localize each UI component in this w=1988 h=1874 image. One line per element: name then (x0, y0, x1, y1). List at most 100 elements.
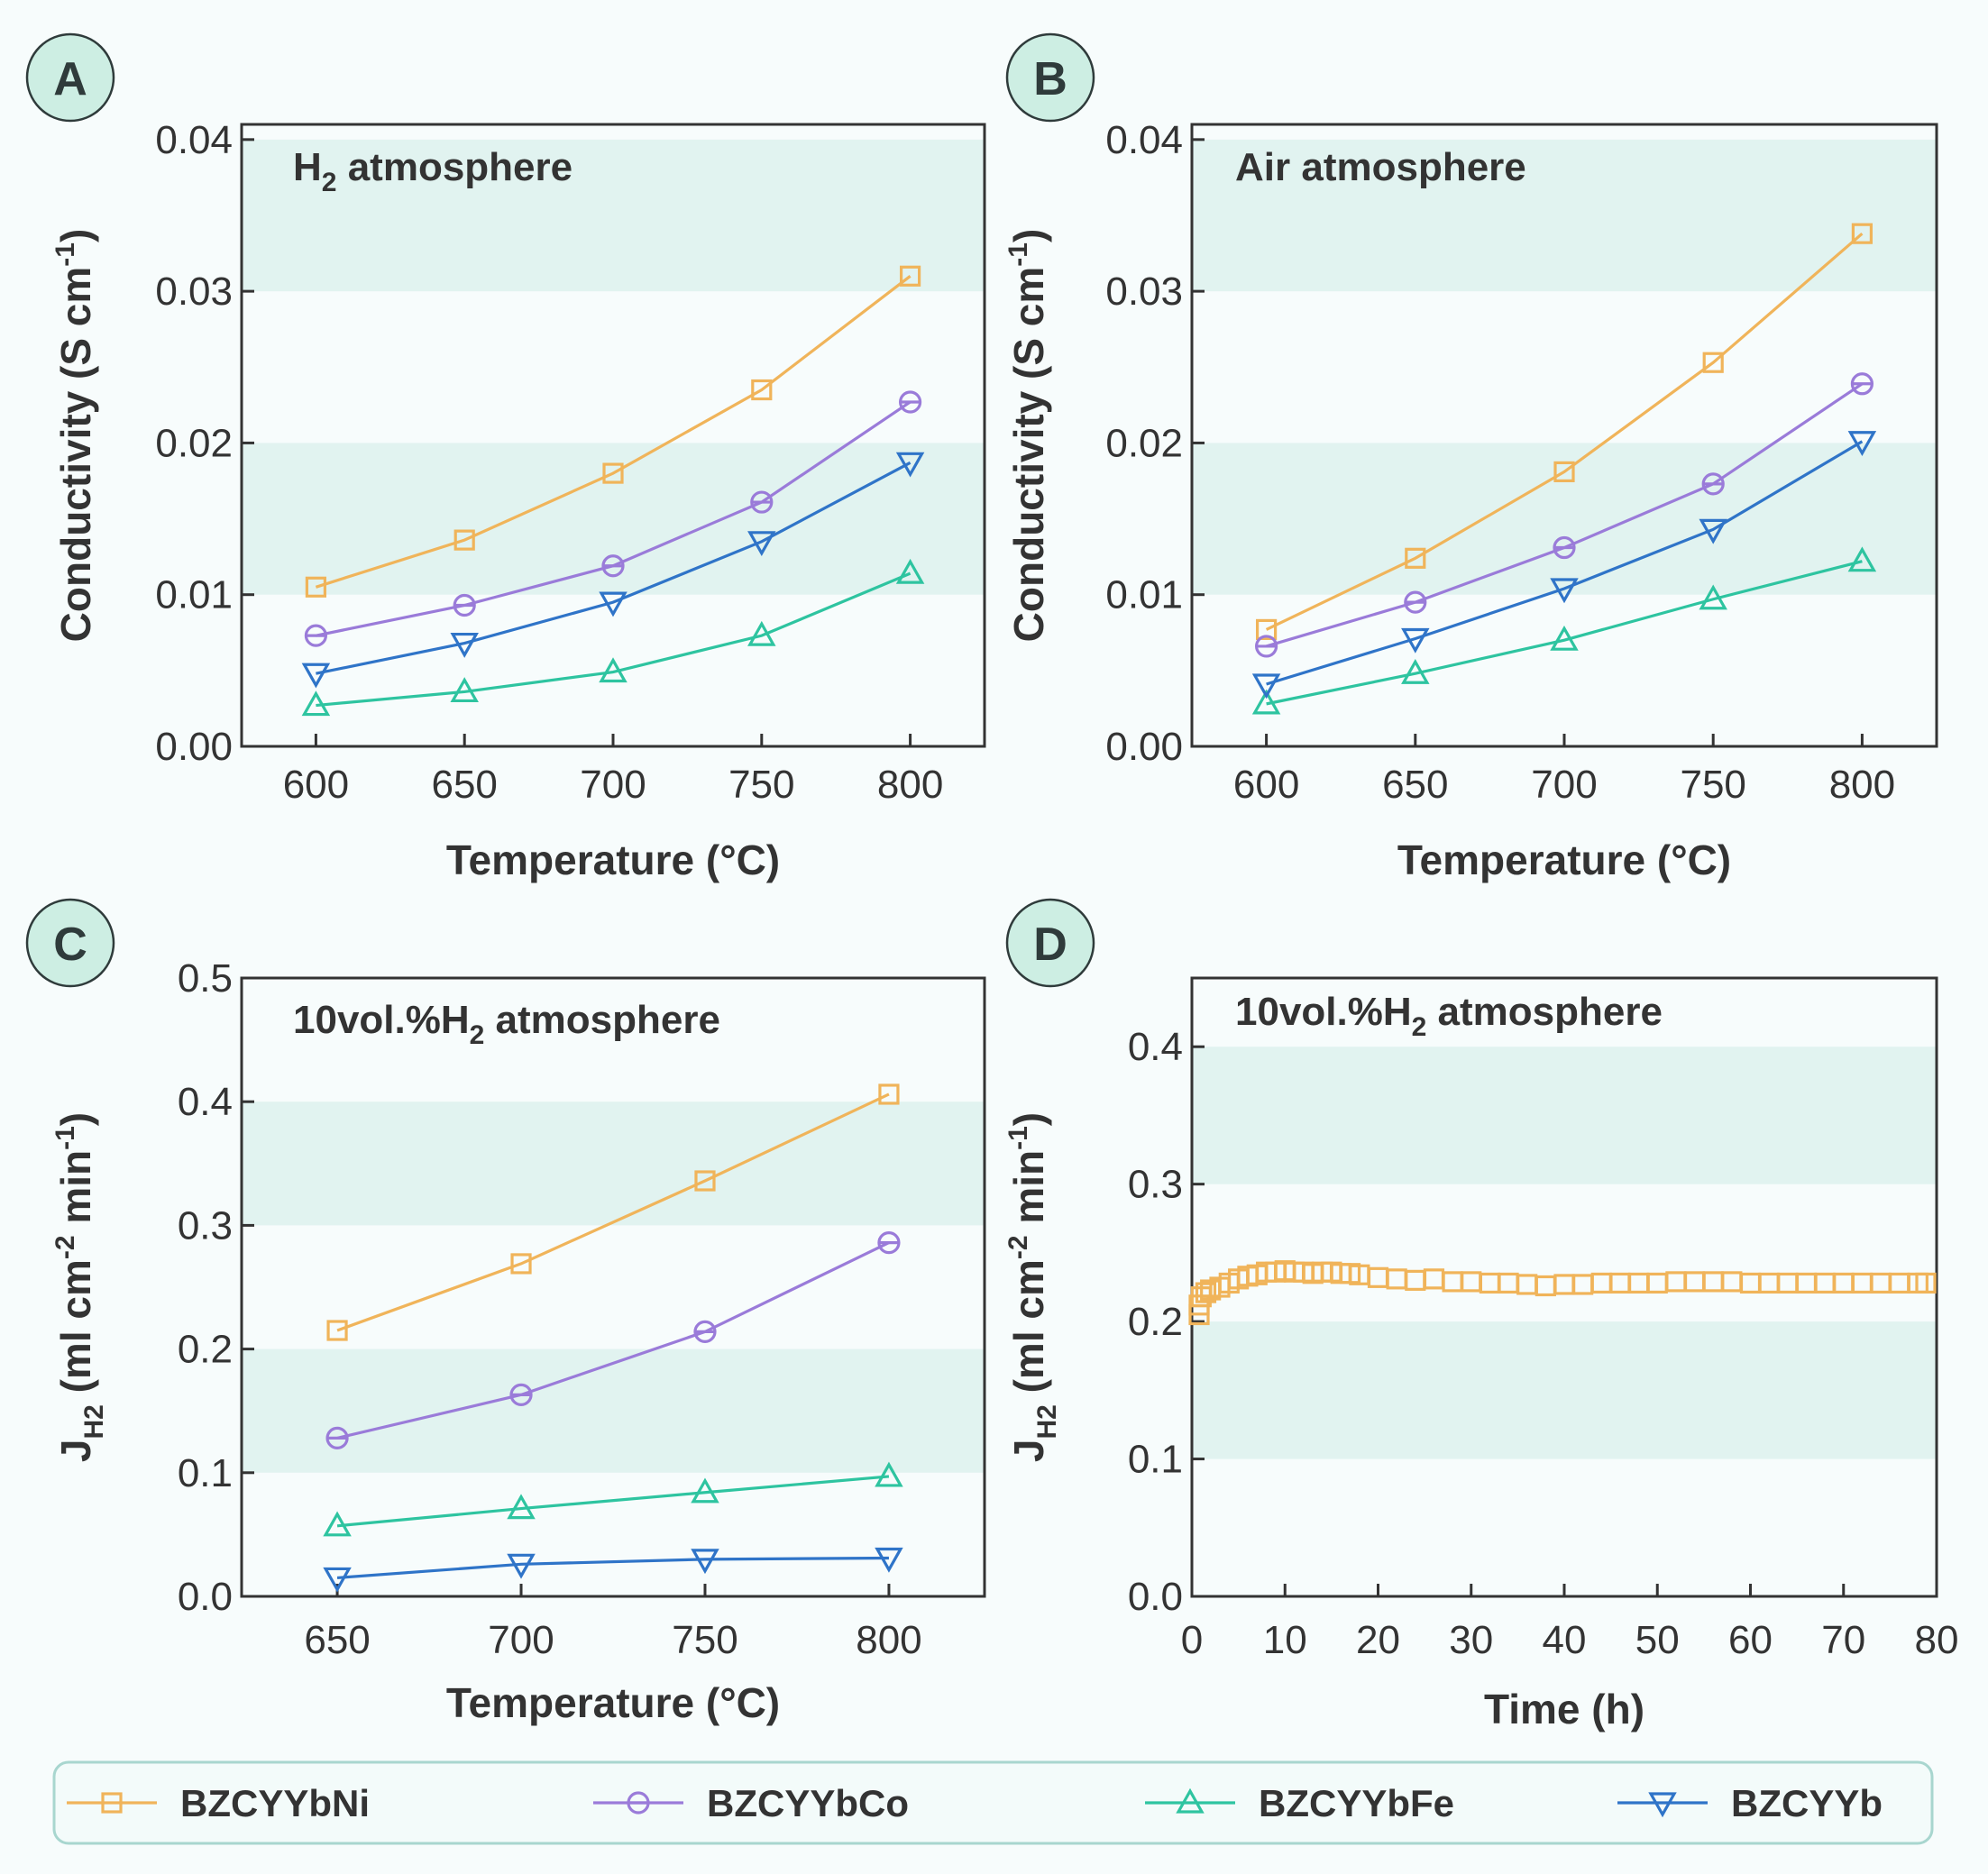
y-tick-label: 0.04 (1105, 118, 1183, 162)
y-axis-label: JH2 (ml cm-2 min-1) (1003, 1112, 1062, 1462)
series-BZCYYb (1251, 431, 1877, 699)
data-point (1851, 1272, 1873, 1294)
data-point (750, 490, 774, 514)
x-tick-label: 700 (580, 763, 646, 807)
x-tick-label: 80 (1915, 1618, 1959, 1662)
panel-label-badge (1005, 32, 1095, 123)
data-point (694, 1170, 716, 1192)
legend-marker (101, 1792, 123, 1814)
x-tick-label: 60 (1728, 1618, 1773, 1662)
annotation-sub: 2 (1412, 1012, 1427, 1042)
data-point (747, 531, 776, 557)
annotation-part: H (293, 145, 322, 189)
y-label-sup: -2 (50, 1235, 80, 1259)
y-tick-label: 0.03 (1105, 270, 1183, 314)
data-point (1795, 1272, 1818, 1294)
data-point (1401, 627, 1430, 654)
data-point (1195, 1282, 1217, 1303)
y-label-part: min (52, 1150, 99, 1236)
annotation-part: atmosphere (1426, 990, 1663, 1034)
panel-annotation: 10vol.%H2 atmosphere (293, 998, 720, 1050)
panel-label: C (53, 919, 87, 971)
data-point (323, 1511, 352, 1537)
data-point (602, 462, 624, 484)
data-point (453, 593, 476, 617)
data-point (1683, 1271, 1706, 1293)
data-point (1572, 1274, 1594, 1295)
annotation-sub: 2 (322, 168, 337, 197)
series-BZCYYbCo (1254, 372, 1873, 658)
data-point (301, 690, 331, 717)
legend-entry-BZCYYbNi: BZCYYbNi (67, 1782, 370, 1824)
series-line (316, 461, 912, 675)
data-point (691, 1477, 719, 1504)
shaded-band (1192, 443, 1937, 595)
data-point (325, 1426, 349, 1449)
series-line (336, 1475, 890, 1528)
data-point (1479, 1272, 1501, 1294)
y-tick-label: 0.2 (178, 1328, 233, 1372)
data-point (1609, 1272, 1631, 1294)
shaded-band (1192, 1047, 1937, 1184)
data-point (875, 1461, 903, 1487)
shaded-band (242, 443, 985, 595)
x-tick-label: 0 (1181, 1618, 1203, 1662)
y-label-part: J (52, 1440, 99, 1463)
data-point (1777, 1272, 1799, 1294)
annotation-part: atmosphere (484, 998, 720, 1042)
series-line (316, 571, 912, 708)
x-axis-label: Temperature (°C) (1397, 836, 1731, 883)
data-point (1870, 1272, 1892, 1294)
x-tick-label: 600 (283, 763, 349, 807)
series-BZCYYb (301, 452, 925, 689)
series-line (1266, 560, 1863, 706)
data-point (1758, 1272, 1780, 1294)
data-point (877, 1231, 901, 1255)
x-axis-label: Time (h) (1484, 1686, 1644, 1732)
x-tick-label: 30 (1449, 1618, 1493, 1662)
legend-label: BZCYYbNi (180, 1782, 370, 1824)
data-point (1553, 461, 1575, 482)
data-point (1423, 1268, 1445, 1290)
legend-label: BZCYYbCo (707, 1782, 909, 1824)
data-point (747, 620, 776, 646)
data-point (1847, 546, 1877, 572)
data-point (507, 1553, 536, 1579)
x-tick-label: 70 (1821, 1618, 1865, 1662)
y-label-sup: -2 (1003, 1235, 1033, 1259)
data-point (1851, 223, 1873, 244)
x-tick-label: 40 (1543, 1618, 1587, 1662)
y-tick-label: 0.03 (155, 270, 233, 314)
data-point (301, 663, 331, 689)
data-point (1516, 1274, 1538, 1295)
annotation-part: 10vol.%H (293, 998, 470, 1042)
legend-frame (52, 1760, 1934, 1845)
x-axis-label: Temperature (°C) (446, 1679, 780, 1726)
x-tick-label: 20 (1356, 1618, 1400, 1662)
y-label-part: ) (52, 229, 99, 242)
data-point (1461, 1271, 1482, 1293)
legend-marker (1648, 1792, 1677, 1818)
panel-d-chart: 0.0 0.1 0.2 0.3 0.4 0 10 20 30 40 50 60 70 80 Time (h)… (1003, 898, 1959, 1732)
annotation-part: Air atmosphere (1235, 145, 1526, 189)
data-point (691, 1549, 719, 1575)
data-point (1701, 472, 1725, 496)
legend-label: BZCYYb (1731, 1782, 1883, 1824)
shaded-band (242, 1348, 985, 1473)
data-point (875, 1547, 903, 1573)
data-point (323, 1567, 352, 1593)
y-tick-label: 0.02 (1105, 421, 1183, 465)
data-point (1702, 352, 1724, 373)
x-axis-label: Temperature (°C) (446, 836, 780, 883)
data-point (1255, 618, 1278, 641)
series-line (336, 1092, 890, 1332)
data-point (1367, 1266, 1389, 1288)
data-point (1699, 518, 1727, 544)
series-line (336, 1556, 889, 1580)
data-point (1535, 1275, 1556, 1297)
y-tick-label: 0.00 (155, 725, 233, 769)
data-point (601, 554, 625, 578)
y-label-sup: -1 (1003, 1126, 1033, 1150)
data-point (1833, 1272, 1855, 1294)
